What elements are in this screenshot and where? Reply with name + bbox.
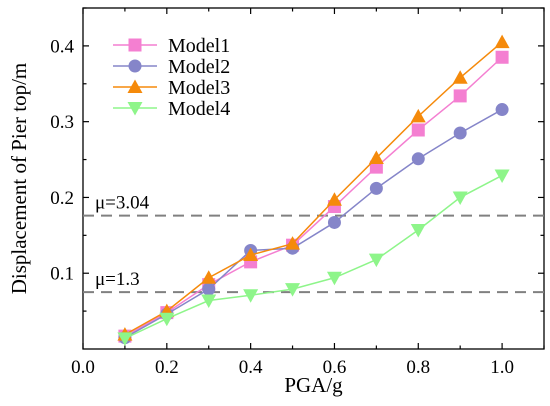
- circle-marker: [453, 126, 467, 140]
- circle-marker: [411, 152, 425, 166]
- circle-marker: [369, 181, 383, 195]
- triangle-up-marker: [452, 70, 468, 84]
- reference-label: μ=3.04: [95, 193, 150, 214]
- x-tick-label: 0.0: [71, 357, 95, 378]
- legend-label: Model1: [168, 35, 230, 57]
- circle-marker: [327, 215, 341, 229]
- triangle-down-marker: [452, 191, 468, 205]
- y-tick-label: 0.4: [50, 36, 74, 57]
- legend-item: Model4: [113, 98, 230, 120]
- y-tick-label: 0.3: [50, 112, 74, 133]
- triangle-down-marker: [243, 289, 259, 303]
- legend-item: Model1: [113, 35, 230, 57]
- triangle-down-marker: [159, 312, 175, 327]
- series-group: [117, 34, 510, 346]
- triangle-down-marker: [410, 224, 426, 238]
- series-line: [124, 41, 503, 336]
- x-axis-title: PGA/g: [284, 373, 343, 397]
- triangle-up-marker: [127, 79, 143, 93]
- triangle-down-marker: [117, 332, 133, 346]
- plot-frame: [82, 7, 545, 350]
- x-tick-label: 0.4: [239, 357, 263, 378]
- triangle-up-marker: [285, 236, 301, 250]
- legend-item: Model2: [113, 56, 230, 78]
- series-line: [124, 56, 503, 337]
- square-marker: [495, 50, 509, 64]
- triangle-up-marker: [326, 192, 342, 206]
- triangle-up-marker: [494, 34, 510, 49]
- legend-label: Model2: [168, 56, 230, 78]
- triangle-up-marker: [368, 150, 384, 165]
- y-axis-title: Displacement of Pier top/m: [7, 63, 31, 295]
- axes: 0.0 0.2 0.4 0.6 0.8 1.0 0.1 0.2 0.3 0.4: [50, 7, 545, 378]
- legend-label: Model3: [168, 77, 230, 99]
- square-marker: [128, 38, 142, 52]
- reference-lines: μ=3.04 μ=1.3: [83, 193, 544, 294]
- y-tick-label: 0.1: [50, 264, 74, 285]
- reference-label: μ=1.3: [95, 269, 140, 290]
- triangle-down-marker: [285, 283, 301, 297]
- series-model2: [118, 103, 509, 345]
- square-marker: [411, 123, 425, 137]
- circle-marker: [495, 103, 509, 117]
- triangle-down-marker: [326, 271, 342, 286]
- series-line: [124, 174, 503, 340]
- triangle-down-marker: [368, 253, 384, 268]
- x-tick-label: 0.8: [406, 357, 430, 378]
- triangle-down-marker: [127, 102, 143, 116]
- x-tick-label: 1.0: [490, 357, 514, 378]
- series-model4: [117, 169, 510, 346]
- circle-marker: [128, 59, 142, 73]
- triangle-down-marker: [494, 169, 510, 183]
- triangle-down-marker: [201, 294, 217, 309]
- legend-item: Model3: [113, 77, 230, 99]
- series-line: [124, 108, 503, 339]
- triangle-up-marker: [243, 247, 259, 262]
- y-tick-label: 0.2: [50, 188, 74, 209]
- legend-label: Model4: [168, 98, 230, 120]
- circle-marker: [202, 282, 216, 296]
- x-tick-label: 0.6: [323, 357, 347, 378]
- triangle-up-marker: [201, 270, 217, 284]
- x-tick-label: 0.2: [155, 357, 179, 378]
- square-marker: [453, 89, 467, 103]
- triangle-up-marker: [410, 108, 426, 123]
